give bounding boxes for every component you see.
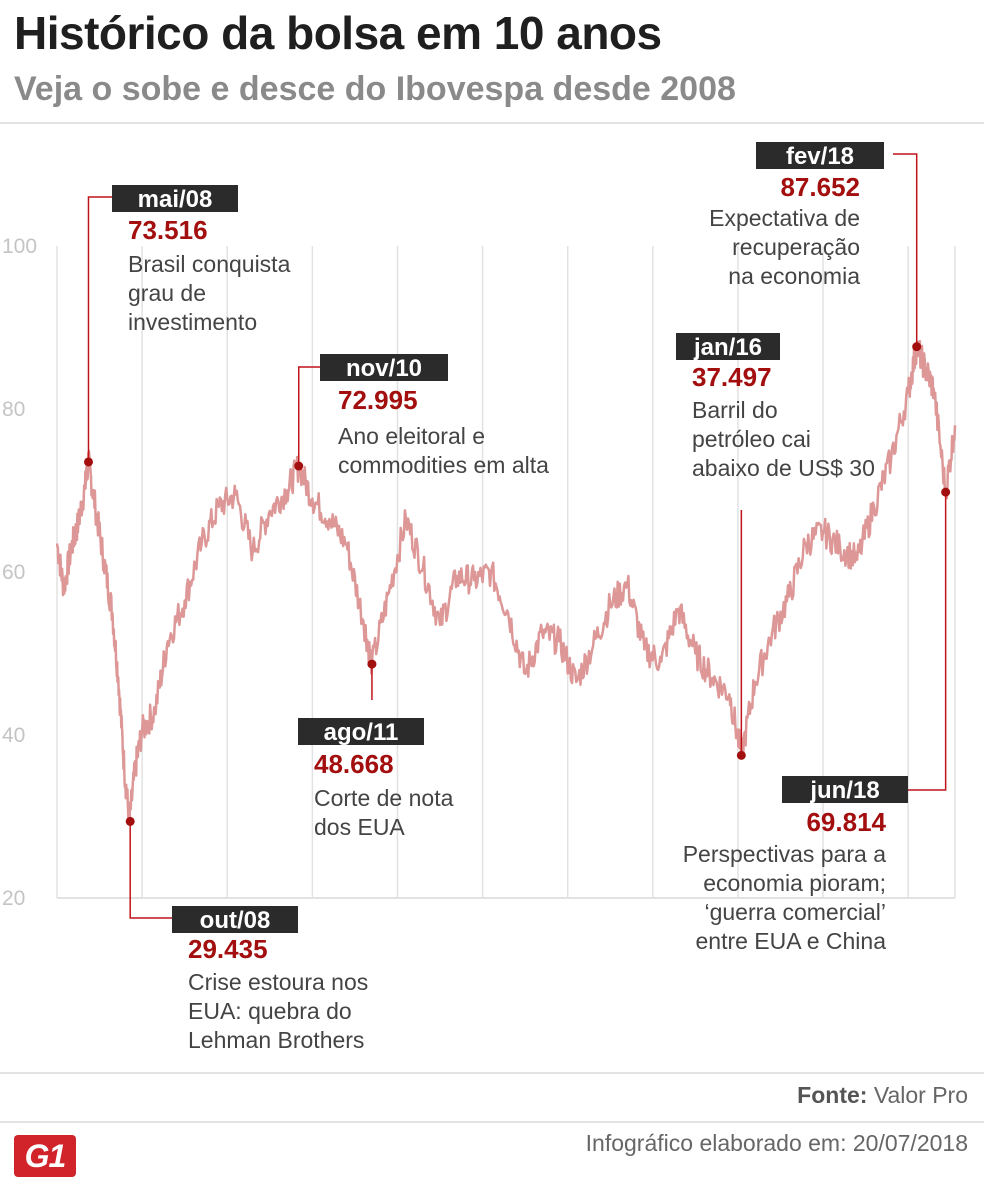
- y-tick-label: 100: [2, 235, 37, 258]
- annotation-value: 87.652: [780, 172, 860, 202]
- annotation-description: EUA: quebra do: [188, 998, 352, 1024]
- annotation-description: Brasil conquista: [128, 251, 291, 277]
- infographic-credit: Infográfico elaborado em: 20/07/2018: [585, 1130, 968, 1156]
- annotation-description: grau de: [128, 280, 206, 306]
- annotation-leader-line: [893, 153, 918, 347]
- annotation-date: jan/16: [693, 334, 762, 361]
- annotation-description: ‘guerra comercial’: [704, 899, 886, 925]
- annotation-value: 29.435: [188, 934, 268, 964]
- annotation-marker: [912, 342, 922, 352]
- annotation-description: investimento: [128, 309, 257, 335]
- annotation-date: mai/08: [138, 186, 213, 213]
- source-label: Fonte:: [797, 1082, 868, 1108]
- source-value: Valor Pro: [873, 1082, 968, 1108]
- annotation-marker: [367, 659, 377, 669]
- annotation-value: 48.668: [314, 749, 394, 779]
- annotation-marker: [736, 750, 746, 760]
- annotation-date: out/08: [200, 907, 271, 934]
- annotation-value: 73.516: [128, 215, 208, 245]
- ibovespa-series-line: [55, 339, 957, 824]
- annotation-value: 69.814: [806, 807, 886, 837]
- annotation-value: 72.995: [338, 385, 418, 415]
- chart-grid: [56, 246, 956, 899]
- annotation-leader-line: [129, 821, 172, 919]
- footer-divider-top: [0, 1072, 984, 1074]
- annotation-description: na economia: [728, 263, 860, 289]
- annotation-date-box: [320, 354, 448, 381]
- annotation-date-box: [298, 718, 424, 745]
- annotation-description: Barril do: [692, 397, 778, 423]
- annotation-date: fev/18: [786, 143, 854, 170]
- annotation-date: nov/10: [346, 355, 422, 382]
- annotation-description: Corte de nota: [314, 785, 454, 811]
- header-divider: [0, 122, 984, 124]
- annotation-description: abaixo de US$ 30: [692, 455, 875, 481]
- annotation-leader-line: [87, 196, 112, 462]
- series-layer: [55, 339, 957, 824]
- y-tick-label: 80: [2, 398, 25, 421]
- footer-divider-bottom: [0, 1121, 984, 1123]
- annotation-description: petróleo cai: [692, 426, 811, 452]
- y-axis: 20 40 60 80 100: [2, 235, 37, 910]
- annotation-description: Ano eleitoral e: [338, 423, 485, 449]
- y-tick-label: 60: [2, 561, 25, 584]
- annotation-description: Expectativa de: [709, 205, 860, 231]
- source-note: Fonte: Valor Pro: [797, 1082, 968, 1109]
- annotation-description: Lehman Brothers: [188, 1027, 364, 1053]
- page-title: Histórico da bolsa em 10 anos: [14, 7, 662, 59]
- annotation-marker: [83, 457, 93, 467]
- annotation-leader-line: [908, 492, 947, 791]
- annotation-date-box: [112, 185, 238, 212]
- annotation-description: dos EUA: [314, 814, 405, 840]
- annotation-date: jun/18: [809, 777, 879, 804]
- annotation-date-box: [676, 333, 780, 360]
- g1-logo: G1: [14, 1135, 76, 1177]
- annotation-date-box: [756, 142, 884, 169]
- annotation-date-box: [782, 776, 908, 803]
- annotation-description: Crise estoura nos: [188, 969, 368, 995]
- annotation-description: commodities em alta: [338, 452, 549, 478]
- y-tick-label: 40: [2, 724, 25, 747]
- page-subtitle: Veja o sobe e desce do Ibovespa desde 20…: [14, 70, 736, 108]
- annotation-description: Perspectivas para a: [683, 841, 886, 867]
- annotation-description: recuperação: [732, 234, 860, 260]
- annotation-value: 37.497: [692, 362, 772, 392]
- annotation-marker: [125, 816, 135, 826]
- annotation-leader-line: [297, 366, 320, 467]
- annotation-marker: [941, 487, 951, 497]
- annotation-description: entre EUA e China: [695, 928, 886, 954]
- annotation-date: ago/11: [324, 719, 399, 746]
- annotation-description: economia pioram;: [703, 870, 886, 896]
- y-tick-label: 20: [2, 887, 25, 910]
- annotation-date-box: [172, 906, 298, 933]
- annotation-marker: [294, 461, 304, 471]
